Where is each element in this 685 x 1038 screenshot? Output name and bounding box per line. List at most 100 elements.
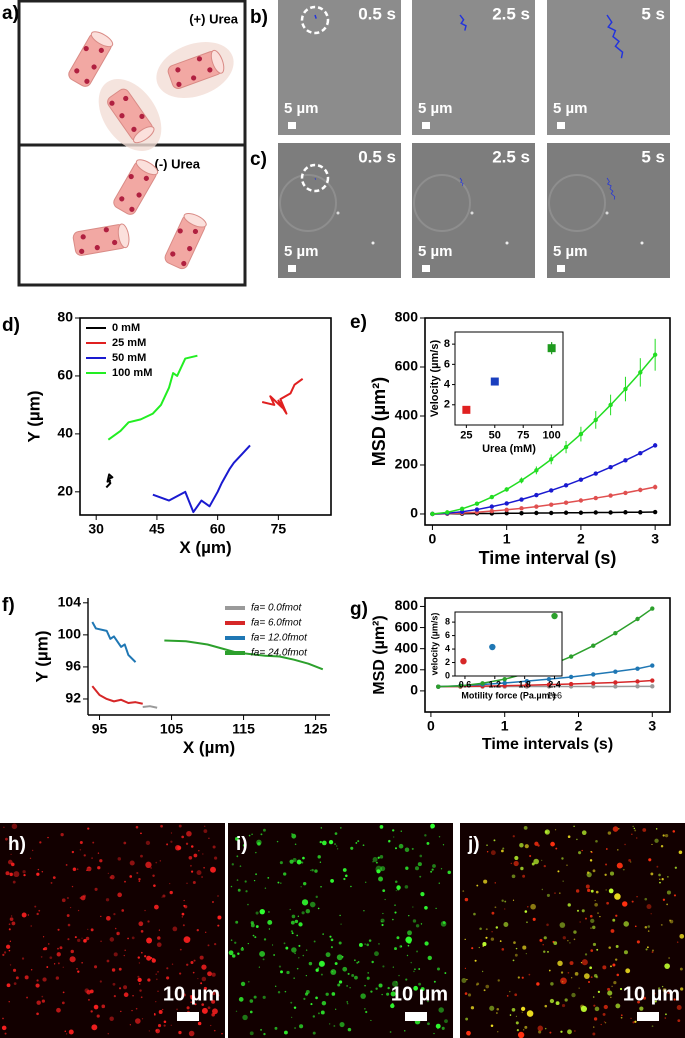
y-tick-label: 40: [57, 425, 73, 441]
speckle: [106, 959, 110, 963]
marker: [459, 506, 465, 512]
speckle: [346, 1002, 349, 1005]
speckle: [330, 946, 333, 949]
speckle: [616, 862, 623, 869]
speckle: [53, 963, 56, 965]
marker: [436, 684, 441, 689]
speckle: [137, 975, 140, 978]
speckle: [615, 945, 619, 948]
speckle: [153, 1013, 156, 1016]
speckle: [438, 1007, 444, 1013]
marker: [613, 669, 618, 674]
speckle: [62, 966, 64, 968]
speckle: [201, 876, 203, 878]
marker: [623, 386, 628, 392]
speckle: [578, 851, 582, 855]
speckle: [124, 880, 126, 883]
speckle: [330, 879, 334, 883]
speckle: [603, 1021, 606, 1023]
speckle: [560, 971, 564, 974]
speckle: [183, 936, 191, 944]
speckle: [590, 918, 595, 924]
speckle: [338, 941, 342, 945]
speckle: [194, 1003, 197, 1006]
speckle: [116, 931, 120, 936]
speckle: [656, 865, 659, 868]
x-tick-label: 2: [575, 718, 583, 734]
speckle: [634, 829, 637, 832]
speckle: [196, 870, 202, 876]
speckle: [441, 1026, 445, 1030]
tube-dot: [94, 244, 100, 251]
speckle: [504, 908, 506, 910]
speckle: [378, 983, 383, 988]
y-tick-label: 6: [445, 630, 450, 640]
speckle: [238, 841, 241, 843]
speckle: [230, 939, 233, 941]
speckle: [249, 1010, 253, 1014]
y-tick-label: 104: [58, 594, 82, 610]
speckle: [466, 1030, 471, 1036]
y-tick-label: 4: [445, 643, 450, 653]
speckle: [370, 1019, 372, 1022]
time-label: 2.5 s: [492, 4, 530, 23]
speckle: [49, 956, 53, 960]
speckle: [604, 873, 607, 876]
marker: [519, 511, 524, 516]
speckle: [678, 850, 683, 855]
speckle: [481, 970, 484, 973]
speckle: [105, 898, 110, 902]
speckle: [467, 993, 472, 997]
scale-label: 10 µm: [163, 983, 220, 1005]
speckle: [93, 1004, 99, 1010]
speckle: [172, 926, 178, 932]
speckle: [314, 869, 318, 873]
speckle: [322, 933, 324, 935]
speckle: [657, 987, 661, 990]
scale-bar: [422, 265, 430, 272]
speckle: [620, 1014, 623, 1017]
speckle: [242, 851, 244, 853]
marker: [593, 495, 598, 501]
speckle: [485, 936, 488, 939]
marker: [474, 501, 480, 506]
speckle: [517, 1031, 525, 1038]
speckle: [67, 923, 71, 927]
series-line: [105, 473, 114, 489]
series-line: [107, 354, 198, 441]
marker: [591, 643, 596, 648]
x-tick-label: 0.6: [459, 680, 472, 690]
speckle: [294, 843, 297, 845]
y-tick-label: 96: [65, 658, 81, 674]
speckle: [109, 937, 115, 942]
speckle: [30, 969, 33, 971]
speckle: [83, 854, 86, 857]
axes-frame: [424, 317, 671, 526]
speckle: [81, 937, 83, 939]
speckle: [561, 981, 564, 983]
speckle: [594, 1006, 600, 1012]
marker: [650, 606, 655, 611]
tube-dot: [128, 173, 134, 180]
speckle: [680, 987, 684, 991]
speckle: [320, 1010, 325, 1015]
tube-dot: [143, 175, 149, 181]
speckle: [201, 1003, 205, 1006]
marker: [563, 500, 569, 505]
speckle: [79, 897, 82, 900]
speckle: [372, 860, 374, 863]
speckle: [157, 936, 161, 940]
y-tick-label: 800: [395, 597, 419, 613]
speckle: [146, 937, 153, 944]
speckle: [593, 1026, 595, 1028]
speckle: [464, 967, 467, 970]
speckle: [555, 1001, 560, 1006]
speckle: [191, 995, 194, 997]
micrographs: 0.5 s 5 µm 2.5 s 5 µm 5 s 5 µm 0.5 s 5 µm 2.5 s 5…: [278, 0, 670, 278]
speckle: [240, 981, 246, 987]
speckle: [476, 984, 478, 986]
tube-dot: [175, 67, 181, 73]
speckle: [97, 866, 101, 870]
marker: [519, 497, 524, 502]
tube-dot: [91, 64, 97, 70]
